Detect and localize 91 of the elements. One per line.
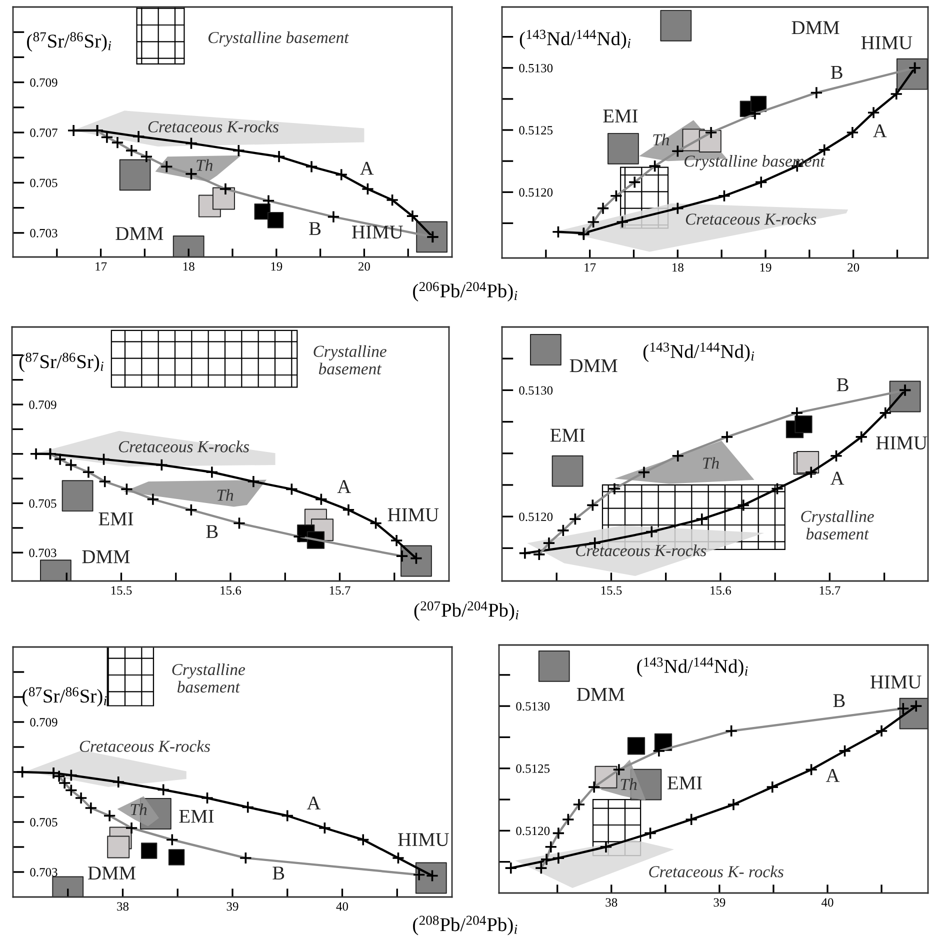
- series-label: Crystalline basement: [208, 31, 350, 47]
- x-axis-title: ($^{208}$Pb/$^{204}$Pb)$_{i}$: [413, 916, 518, 936]
- y-tick-label: 0.5130: [519, 386, 553, 395]
- x-axis-title: ($^{206}$Pb/$^{204}$Pb)$_{i}$: [413, 282, 518, 302]
- annotation: HIMU: [861, 36, 912, 50]
- annotation: HIMU: [398, 833, 449, 846]
- y-tick-label: 0.709: [29, 400, 56, 410]
- annotation: B: [830, 66, 842, 79]
- y-axis-title: ($^{87}$Sr/$^{86}$Sr)$_{i}$: [19, 352, 104, 372]
- y-tick-label: 0.5120: [519, 512, 553, 522]
- x-tick-label: 15.6: [220, 586, 242, 595]
- x-tick-label: 15.5: [601, 586, 622, 595]
- annotation: A: [826, 769, 840, 782]
- series-label: Cretaceous K-rocks: [576, 544, 706, 556]
- y-axis-title: ($^{143}$Nd/$^{144}$Nd)$_{i}$: [643, 342, 754, 362]
- y-tick-label: 0.703: [29, 548, 56, 558]
- x-tick-label: 39: [226, 902, 238, 911]
- series-label: Cretaceous K-rocks: [80, 740, 210, 752]
- series-label: Cretaceous K-rocks: [148, 120, 278, 132]
- y-axis-title: ($^{143}$Nd/$^{144}$Nd)$_{i}$: [637, 658, 748, 677]
- y-tick-label: 0.703: [30, 868, 58, 877]
- annotation: DMM: [82, 550, 130, 564]
- x-tick-label: 15.7: [330, 586, 350, 595]
- annotation: DMM: [792, 21, 840, 34]
- annotation: DMM: [116, 227, 164, 240]
- series-label: Th: [217, 489, 234, 501]
- series-label: Th: [130, 803, 147, 816]
- y-tick-label: 0.703: [30, 228, 58, 238]
- y-tick-label: 0.705: [29, 499, 56, 508]
- y-tick-label: 0.709: [30, 718, 58, 727]
- annotation: EMI: [98, 512, 134, 526]
- y-tick-label: 0.5120: [519, 188, 553, 197]
- y-tick-label: 0.5120: [516, 826, 550, 836]
- x-tick-label: 17: [96, 262, 107, 271]
- annotation: EMI: [179, 810, 214, 823]
- x-tick-label: 40: [822, 898, 834, 907]
- x-tick-label: 40: [336, 902, 348, 911]
- y-tick-label: 0.705: [30, 818, 58, 827]
- y-tick-label: 0.709: [30, 78, 58, 87]
- series-label: Cretaceous K-rocks: [118, 440, 250, 452]
- series-label: Cretaceous K-rocks: [686, 213, 816, 225]
- series-label: Crystalline basement: [314, 345, 386, 374]
- annotation: EMI: [550, 428, 585, 442]
- series-label: Crystalline basement: [801, 510, 874, 540]
- y-tick-label: 0.5125: [519, 126, 553, 135]
- x-tick-label: 19: [271, 262, 282, 271]
- x-axis-title: ($^{207}$Pb/$^{204}$Pb)$_{i}$: [414, 601, 518, 621]
- y-axis-title: ($^{143}$Nd/$^{144}$Nd)$_{i}$: [520, 30, 630, 50]
- annotation: B: [836, 378, 848, 392]
- annotation: DMM: [88, 866, 136, 880]
- annotation: DMM: [570, 359, 618, 372]
- x-tick-label: 38: [606, 898, 618, 907]
- annotation: DMM: [576, 688, 624, 701]
- annotation: A: [830, 472, 844, 485]
- annotation: HIMU: [876, 436, 928, 450]
- annotation: HIMU: [352, 226, 403, 239]
- x-tick-label: 38: [117, 902, 129, 911]
- series-label: Th: [653, 134, 670, 146]
- y-tick-label: 0.5130: [516, 702, 550, 711]
- x-tick-label: 18: [672, 263, 684, 272]
- annotation: B: [833, 694, 845, 708]
- annotation: EMI: [603, 110, 638, 122]
- x-tick-label: 15.5: [111, 586, 132, 595]
- annotation: A: [360, 162, 374, 175]
- y-axis-title: ($^{87}$Sr/$^{86}$Sr)$_{i}$: [27, 32, 112, 52]
- series-label: Crystalline basement: [172, 663, 246, 693]
- annotation: A: [873, 124, 887, 138]
- series-label: Th: [620, 778, 637, 790]
- series-label: Th: [196, 159, 213, 171]
- y-tick-label: 0.5125: [516, 764, 550, 773]
- y-tick-label: 0.5130: [519, 64, 553, 72]
- x-tick-label: 17: [584, 263, 596, 272]
- annotation: B: [206, 525, 218, 538]
- x-tick-label: 19: [760, 263, 772, 272]
- y-tick-label: 0.707: [30, 128, 58, 138]
- annotation: B: [272, 866, 284, 880]
- x-tick-label: 15.6: [710, 586, 732, 595]
- annotation: A: [337, 480, 351, 493]
- x-tick-label: 15.7: [820, 586, 840, 595]
- y-tick-label: 0.705: [30, 178, 58, 188]
- annotation: HIMU: [388, 508, 439, 522]
- series-label: Th: [703, 457, 719, 469]
- x-tick-label: 39: [714, 898, 726, 907]
- annotation: B: [309, 222, 321, 235]
- annotation: EMI: [667, 776, 702, 790]
- x-tick-label: 20: [358, 262, 370, 271]
- x-tick-label: 20: [848, 263, 860, 272]
- series-label: Cretaceous K- rocks: [649, 866, 784, 878]
- x-tick-label: 18: [183, 262, 194, 271]
- annotation: A: [306, 796, 321, 810]
- annotation: HIMU: [870, 676, 922, 689]
